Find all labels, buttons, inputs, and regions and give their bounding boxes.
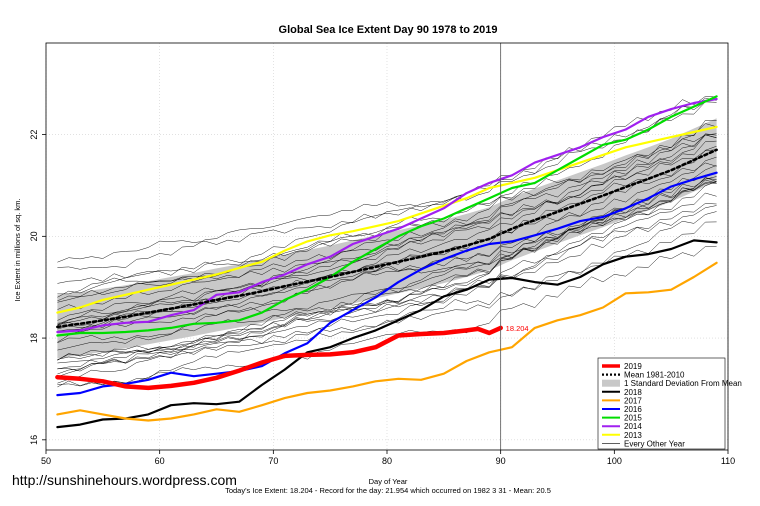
other-year-line (57, 97, 717, 298)
series-line-2018 (56, 239, 718, 429)
legend-item: Every Other Year (602, 439, 685, 448)
other-year-line (57, 205, 717, 364)
x-axis-ticks: 50 60 70 80 90 100 110 (41, 450, 735, 466)
other-year-line (57, 140, 717, 326)
series-line-2013 (56, 125, 718, 314)
series-line-2017 (56, 261, 718, 422)
other-year-line (57, 98, 717, 270)
legend-item: 2018 (602, 388, 642, 397)
legend-label: 2015 (624, 414, 642, 423)
y-tick-label: 16 (29, 435, 39, 445)
y-tick-label: 22 (29, 130, 39, 140)
legend-label: Mean 1981-2010 (624, 371, 685, 380)
other-year-line (57, 182, 717, 372)
x-tick-label: 110 (721, 456, 735, 466)
x-tick-label: 60 (155, 456, 165, 466)
x-tick-label: 80 (382, 456, 392, 466)
current-value-label: 18.204 (506, 324, 529, 333)
other-year-line (57, 165, 717, 378)
legend-swatch (602, 379, 620, 387)
series-line-2019 (55, 325, 503, 391)
x-tick-label: 50 (41, 456, 51, 466)
other-year-line (57, 133, 717, 330)
footer-stats: Today's Ice Extent: 18.204 - Record for … (225, 486, 551, 495)
watermark-url[interactable]: http://sunshinehours.wordpress.com (12, 472, 237, 488)
other-year-line (57, 134, 717, 321)
legend-label: 2018 (624, 388, 642, 397)
series-line-2016 (56, 171, 718, 397)
legend-label: 2013 (624, 431, 642, 440)
x-axis-label: Day of Year (369, 477, 408, 486)
other-year-line (57, 176, 717, 361)
series-line-2015 (56, 95, 718, 337)
other-year-line (57, 203, 717, 361)
other-year-line (57, 96, 717, 263)
other-year-line (57, 134, 717, 310)
y-axis-label: Ice Extent in millions of sq. km. (13, 199, 22, 302)
legend-label: 2016 (624, 405, 642, 414)
other-year-line (57, 192, 717, 384)
legend-item: 2019 (602, 362, 642, 371)
other-year-line (57, 245, 717, 388)
other-year-line (57, 123, 717, 295)
other-year-line (57, 211, 717, 387)
other-year-line (57, 133, 717, 284)
y-tick-label: 20 (29, 231, 39, 241)
legend-item: 2016 (602, 405, 642, 414)
legend-label: Every Other Year (624, 439, 685, 448)
chart-title: Global Sea Ice Extent Day 90 1978 to 201… (279, 24, 498, 36)
x-tick-label: 90 (496, 456, 506, 466)
legend-item: 1 Standard Deviation From Mean (602, 379, 742, 388)
x-tick-label: 100 (607, 456, 622, 466)
legend-item: 2013 (602, 431, 642, 440)
x-tick-label: 70 (268, 456, 278, 466)
legend-label: 2014 (624, 422, 642, 431)
series-line-mean-1981-2010 (56, 148, 718, 329)
legend-label: 2019 (624, 362, 642, 371)
y-tick-label: 18 (29, 333, 39, 343)
series-line-2014 (56, 97, 718, 334)
legend-item: Mean 1981-2010 (602, 371, 685, 380)
legend-item: 2014 (602, 422, 642, 431)
legend-item: 2017 (602, 396, 642, 405)
legend-label: 2017 (624, 396, 642, 405)
legend-label: 1 Standard Deviation From Mean (624, 379, 742, 388)
series-lines (55, 95, 718, 429)
y-axis-ticks: 16 18 20 22 (29, 130, 46, 445)
legend-item: 2015 (602, 414, 642, 423)
other-year-line (57, 156, 717, 343)
